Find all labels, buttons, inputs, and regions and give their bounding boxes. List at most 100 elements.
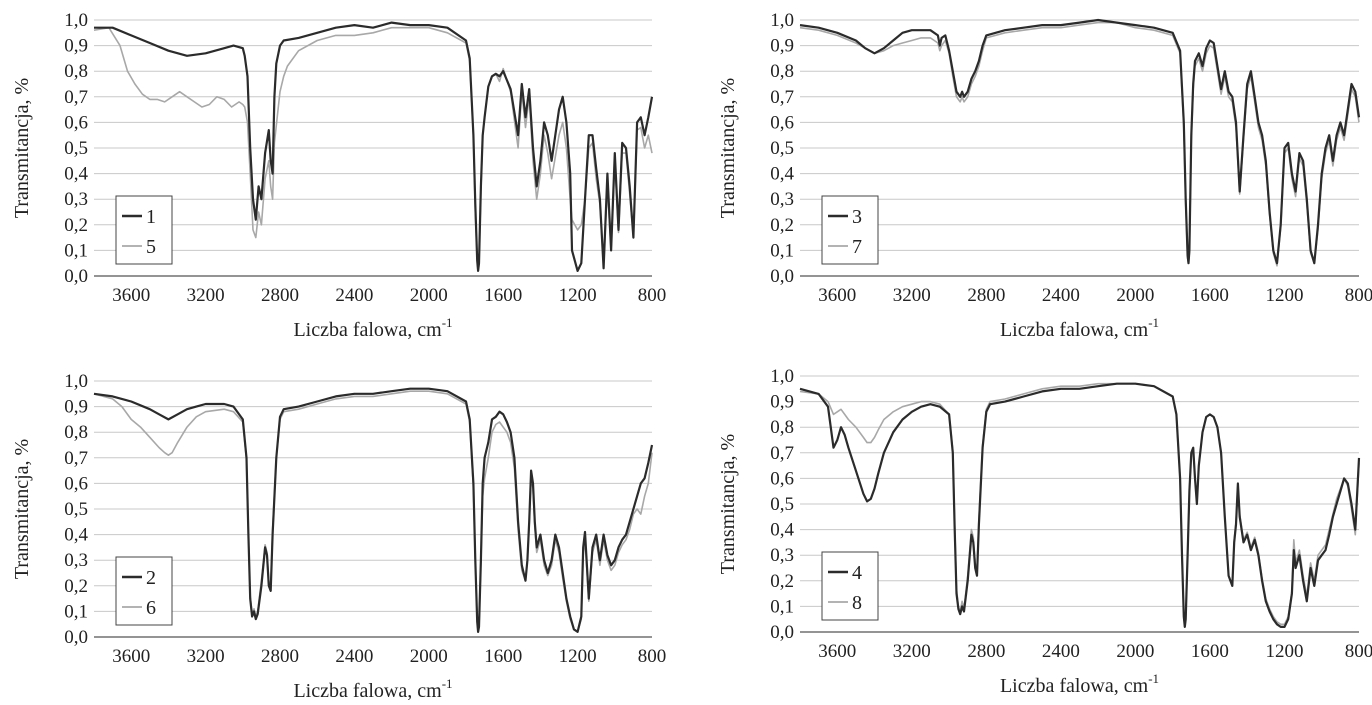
y-tick-label: 0,7	[770, 87, 794, 108]
y-tick-label: 0,8	[770, 417, 794, 438]
x-tick-label: 2000	[410, 285, 448, 306]
x-axis-label-superscript: -1	[1148, 671, 1159, 686]
x-tick-label: 800	[638, 285, 667, 306]
chart-panel-4: 0,0 0,1 0,2 0,3 0,4 0,5 0,6 0,7 0,8 0,9 1,0 3600 320…	[717, 366, 1372, 697]
series-line-6	[93, 390, 653, 633]
series-line-8	[799, 382, 1360, 628]
x-tick-label: 2800	[967, 641, 1005, 662]
x-tick-label: 2400	[335, 646, 373, 667]
x-tick-label: 2800	[261, 285, 299, 306]
y-axis-label: Transmitancja, %	[717, 78, 739, 218]
y-tick-label: 0,0	[64, 266, 88, 287]
y-axis-label: Transmitancja, %	[11, 439, 33, 579]
y-tick-label: 0,7	[770, 443, 794, 464]
legend-label-8: 8	[852, 592, 862, 614]
y-tick-label: 0,3	[64, 189, 88, 210]
x-tick-label: 2400	[335, 285, 373, 306]
y-tick-label: 0,3	[64, 550, 88, 571]
y-tick-label: 0,5	[770, 138, 794, 159]
y-tick-label: 0,9	[64, 397, 88, 418]
y-tick-label: 0,5	[770, 494, 794, 515]
y-tick-label: 0,2	[64, 215, 88, 236]
y-tick-label: 1,0	[770, 366, 794, 387]
series-line-1	[94, 21, 654, 272]
y-tick-label: 0,4	[64, 164, 88, 185]
y-tick-label: 0,0	[770, 622, 794, 643]
y-tick-label: 0,0	[64, 627, 88, 648]
x-tick-label: 2000	[410, 646, 448, 667]
x-axis-label-superscript: -1	[442, 315, 453, 330]
x-tick-label: 2000	[1116, 641, 1154, 662]
x-tick-label: 3200	[893, 285, 931, 306]
y-tick-label: 0,8	[64, 61, 88, 82]
legend-box	[115, 556, 173, 626]
x-tick-label: 2000	[1116, 285, 1154, 306]
x-tick-label: 1600	[484, 285, 522, 306]
y-tick-label: 0,0	[770, 266, 794, 287]
chart-panel-1: 0,0 0,1 0,2 0,3 0,4 0,5 0,6 0,7 0,8 0,9 1,0 3600 320…	[11, 10, 666, 341]
y-tick-label: 0,8	[770, 61, 794, 82]
x-axis-label-superscript: -1	[1148, 315, 1159, 330]
x-tick-label: 800	[1345, 285, 1372, 306]
x-tick-label: 1600	[1191, 641, 1229, 662]
legend-label-4: 4	[852, 562, 862, 584]
y-tick-label: 0,9	[770, 36, 794, 57]
y-tick-label: 0,1	[64, 601, 88, 622]
x-tick-label: 3600	[818, 285, 856, 306]
x-tick-label: 2800	[261, 646, 299, 667]
x-tick-label: 3600	[818, 641, 856, 662]
legend-box	[821, 195, 879, 265]
legend-label-1: 1	[146, 206, 156, 228]
x-tick-label: 3600	[112, 646, 150, 667]
legend-label-6: 6	[146, 597, 156, 619]
y-tick-label: 0,6	[64, 112, 88, 133]
y-tick-label: 0,1	[770, 596, 794, 617]
x-tick-label: 2400	[1042, 285, 1080, 306]
x-axis-label-text: Liczba falowa, cm	[293, 319, 442, 341]
legend-label-2: 2	[146, 567, 156, 589]
y-tick-label: 0,6	[64, 473, 88, 494]
x-tick-label: 1200	[559, 285, 597, 306]
x-tick-label: 1600	[1191, 285, 1229, 306]
y-tick-label: 0,2	[770, 571, 794, 592]
y-tick-label: 0,5	[64, 138, 88, 159]
y-tick-label: 0,1	[64, 240, 88, 261]
x-tick-label: 3600	[112, 285, 150, 306]
x-axis-label-text: Liczba falowa, cm	[293, 680, 442, 700]
chart-panel-3: 0,0 0,1 0,2 0,3 0,4 0,5 0,6 0,7 0,8 0,9 1,0 3600 320…	[11, 371, 666, 702]
x-tick-label: 1200	[559, 646, 597, 667]
y-tick-label: 0,2	[770, 215, 794, 236]
x-tick-label: 1600	[484, 646, 522, 667]
y-tick-label: 0,2	[64, 576, 88, 597]
y-tick-label: 0,7	[64, 448, 88, 469]
y-axis-label: Transmitancja, %	[11, 78, 33, 218]
y-tick-label: 0,8	[64, 422, 88, 443]
legend-label-3: 3	[852, 206, 862, 228]
x-tick-label: 3200	[187, 646, 225, 667]
y-tick-label: 1,0	[770, 10, 794, 31]
y-tick-label: 1,0	[64, 371, 88, 392]
x-axis-label: Liczba falowa, cm-1	[293, 676, 452, 700]
x-tick-label: 1200	[1265, 641, 1303, 662]
y-tick-label: 1,0	[64, 10, 88, 31]
y-tick-label: 0,5	[64, 499, 88, 520]
y-tick-label: 0,9	[770, 392, 794, 413]
legend-label-5: 5	[146, 236, 156, 258]
y-tick-label: 0,9	[64, 36, 88, 57]
y-tick-label: 0,7	[64, 87, 88, 108]
y-tick-label: 0,6	[770, 112, 794, 133]
series-line-2	[93, 387, 654, 633]
x-axis-label: Liczba falowa, cm-1	[1000, 671, 1159, 697]
series-line-3	[799, 18, 1361, 265]
x-tick-label: 2800	[967, 285, 1005, 306]
x-tick-label: 3200	[893, 641, 931, 662]
x-axis-label-text: Liczba falowa, cm	[1000, 319, 1149, 341]
x-axis-label: Liczba falowa, cm-1	[1000, 315, 1159, 341]
y-tick-label: 0,4	[64, 525, 88, 546]
y-tick-label: 0,1	[770, 240, 794, 261]
y-tick-label: 0,4	[770, 520, 794, 541]
y-tick-label: 0,3	[770, 189, 794, 210]
